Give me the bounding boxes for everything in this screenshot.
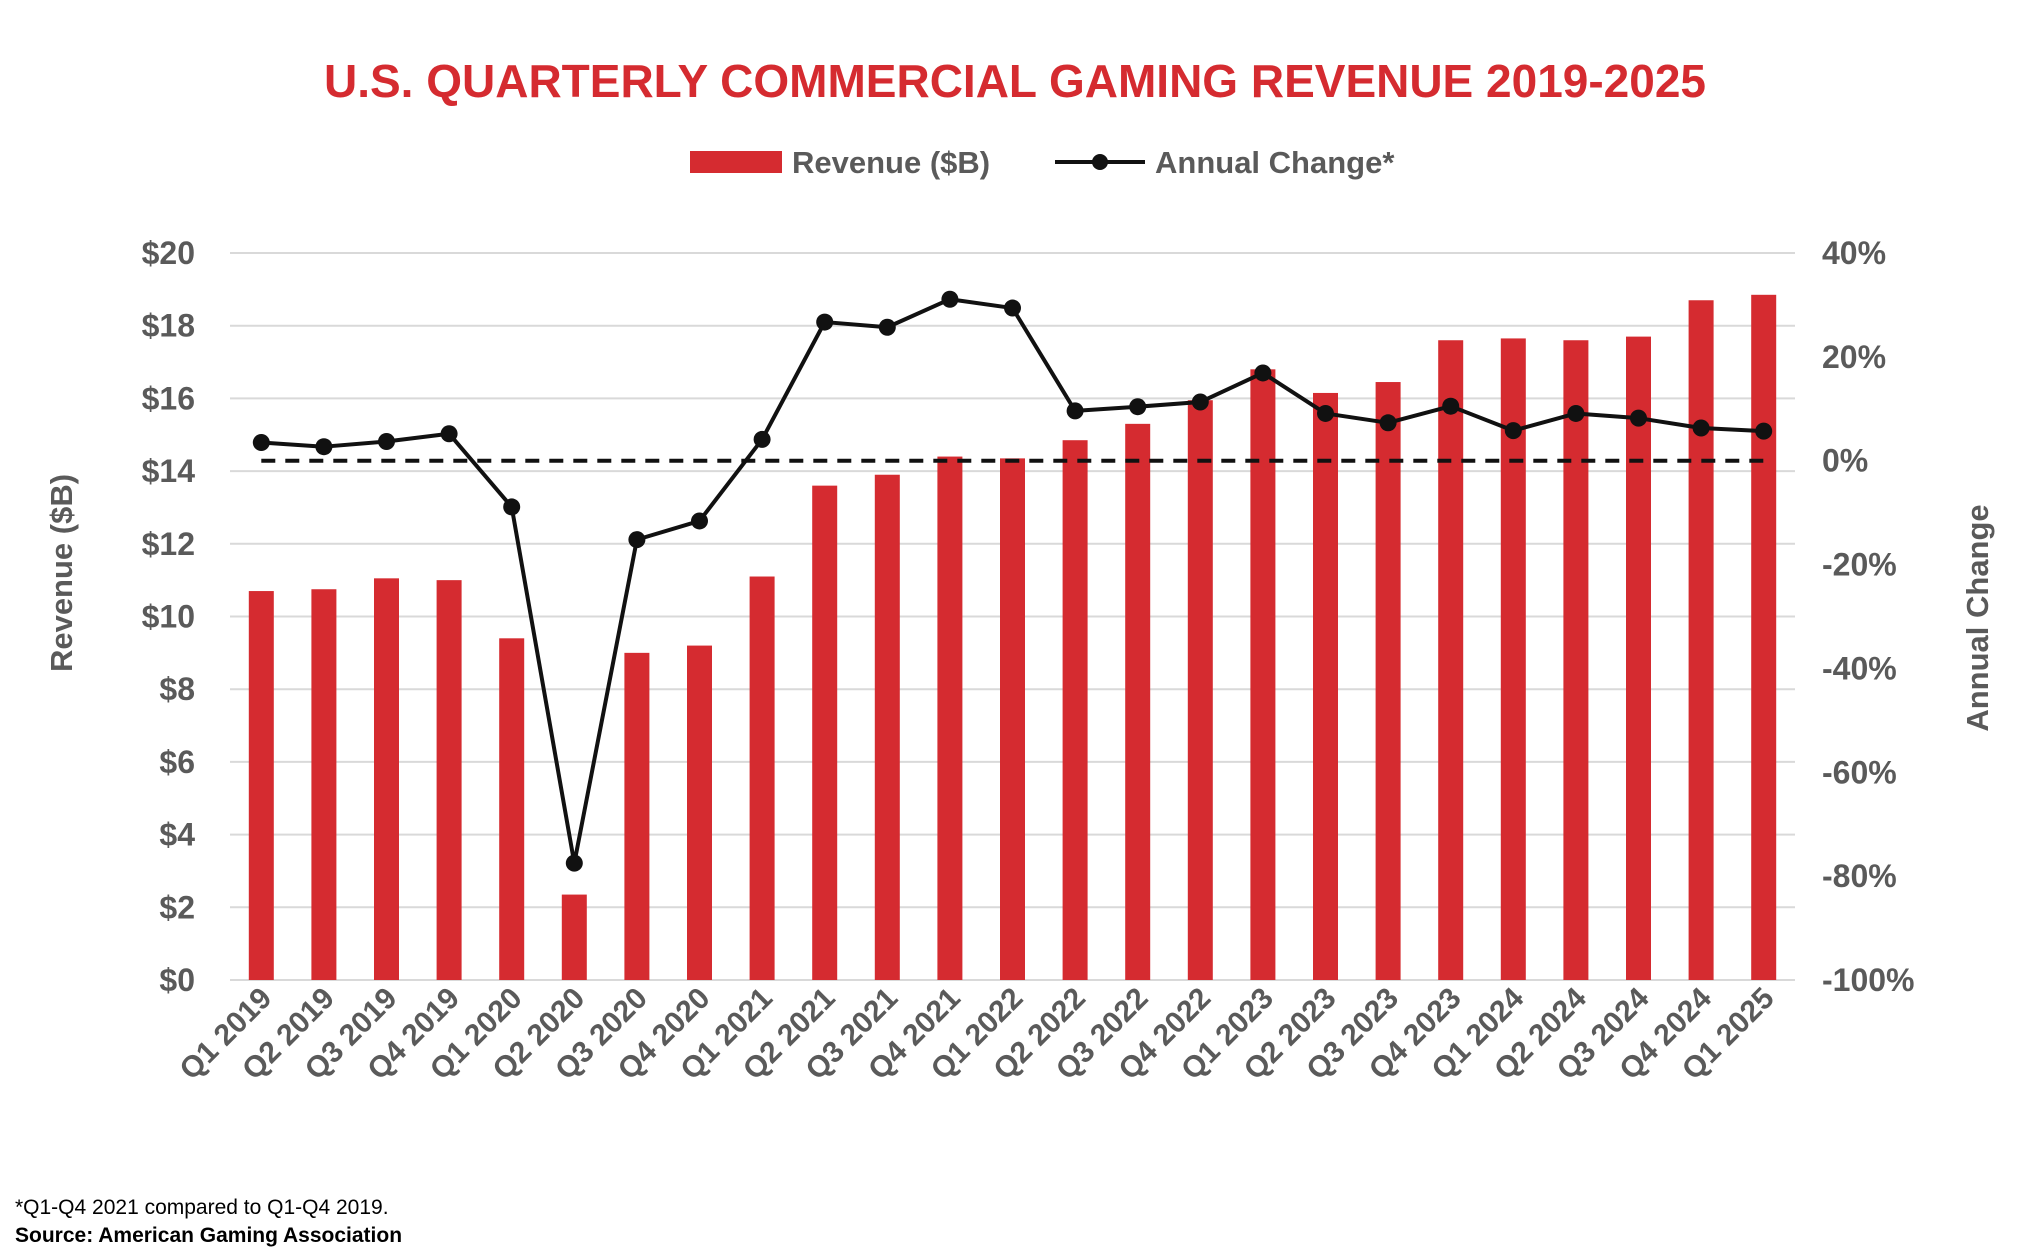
annual-change-point — [565, 854, 583, 872]
legend: Revenue ($B) Annual Change* — [690, 145, 1395, 180]
legend-swatch-marker — [1092, 154, 1108, 170]
y2-tick-label: -60% — [1822, 754, 1897, 790]
annual-change-point — [753, 430, 771, 448]
bars — [248, 294, 1777, 981]
revenue-bar — [374, 578, 399, 980]
revenue-bar — [1438, 340, 1464, 980]
y2-tick-label: 0% — [1822, 443, 1868, 479]
y-tick-label: $2 — [159, 889, 195, 925]
revenue-bar — [1250, 369, 1276, 980]
revenue-bar — [874, 474, 900, 980]
revenue-bar — [1751, 294, 1777, 980]
source-note: Source: American Gaming Association — [15, 1224, 402, 1247]
annual-change-point — [1317, 404, 1334, 422]
revenue-bar — [1375, 382, 1401, 981]
annual-change-point — [1379, 414, 1397, 432]
y-tick-label: $12 — [142, 526, 195, 562]
annual-change-point — [941, 290, 959, 308]
revenue-bar — [1062, 440, 1088, 980]
revenue-bar — [311, 589, 337, 980]
y2-tick-label: -80% — [1822, 858, 1897, 894]
annual-change-point — [1442, 397, 1460, 415]
y-tick-label: $6 — [159, 744, 195, 780]
annual-change-point — [1129, 398, 1147, 416]
y-tick-label: $0 — [159, 962, 195, 998]
annual-change-point — [1191, 393, 1209, 411]
annual-change-point — [816, 313, 834, 331]
annual-change-line — [252, 290, 1773, 872]
y-axis-title: Revenue ($B) — [44, 474, 79, 672]
y2-tick-label: -40% — [1822, 650, 1897, 686]
y2-axis-title: Annual Change — [1960, 504, 1995, 731]
revenue-bar — [1626, 336, 1651, 981]
annual-change-point — [1504, 422, 1522, 440]
y-axis-left: $0 $2 $4 $6 $8 $10 $12 $14 $16 $18 $20 — [142, 235, 196, 998]
annual-change-point — [1254, 364, 1272, 382]
revenue-bar — [687, 645, 712, 980]
revenue-bar — [561, 894, 587, 980]
revenue-bar — [1688, 300, 1714, 980]
annual-change-point — [1066, 402, 1084, 420]
annual-change-point — [1692, 419, 1710, 437]
annual-change-point — [315, 438, 333, 456]
revenue-bar — [1000, 458, 1025, 980]
y-tick-label: $18 — [142, 308, 195, 344]
y-tick-label: $4 — [159, 817, 195, 853]
chart-title: U.S. QUARTERLY COMMERCIAL GAMING REVENUE… — [324, 55, 1706, 107]
revenue-bar — [1313, 392, 1338, 980]
annual-change-point — [628, 531, 646, 549]
revenue-bar — [1563, 340, 1589, 980]
revenue-bar — [812, 485, 838, 980]
y-tick-label: $14 — [142, 453, 196, 489]
annual-change-point — [378, 433, 395, 451]
annual-change-point — [1630, 409, 1647, 427]
legend-swatch-revenue — [690, 151, 782, 173]
revenue-bar — [937, 456, 963, 980]
annual-change-point — [878, 318, 896, 336]
legend-label-revenue: Revenue ($B) — [792, 145, 990, 180]
annual-change-point — [691, 512, 708, 530]
revenue-bar — [1500, 338, 1526, 980]
revenue-bar — [624, 652, 650, 980]
revenue-bar — [749, 576, 775, 980]
y-axis-right: -100% -80% -60% -40% -20% 0% 20% 40% — [1822, 235, 1915, 998]
annual-change-point — [252, 434, 270, 452]
annual-change-point — [1755, 422, 1773, 440]
y2-tick-label: 20% — [1822, 339, 1886, 375]
y2-tick-label: -100% — [1822, 962, 1915, 998]
annual-change-point — [440, 425, 458, 443]
y2-tick-label: -20% — [1822, 547, 1897, 583]
revenue-bar — [248, 591, 274, 980]
y-tick-label: $8 — [159, 671, 195, 707]
footnote: *Q1-Q4 2021 compared to Q1-Q4 2019. — [15, 1196, 389, 1219]
y-tick-label: $20 — [142, 235, 195, 271]
annual-change-point — [1004, 299, 1021, 317]
revenue-bar — [1187, 400, 1213, 980]
legend-label-annual-change: Annual Change* — [1155, 145, 1395, 180]
revenue-bar — [1125, 423, 1151, 981]
y2-tick-label: 40% — [1822, 235, 1886, 271]
revenue-bar — [436, 580, 462, 980]
revenue-bar — [499, 638, 525, 980]
annual-change-point — [503, 498, 521, 516]
annual-change-point — [1567, 404, 1585, 422]
y-tick-label: $16 — [142, 380, 195, 416]
y-tick-label: $10 — [142, 599, 195, 635]
